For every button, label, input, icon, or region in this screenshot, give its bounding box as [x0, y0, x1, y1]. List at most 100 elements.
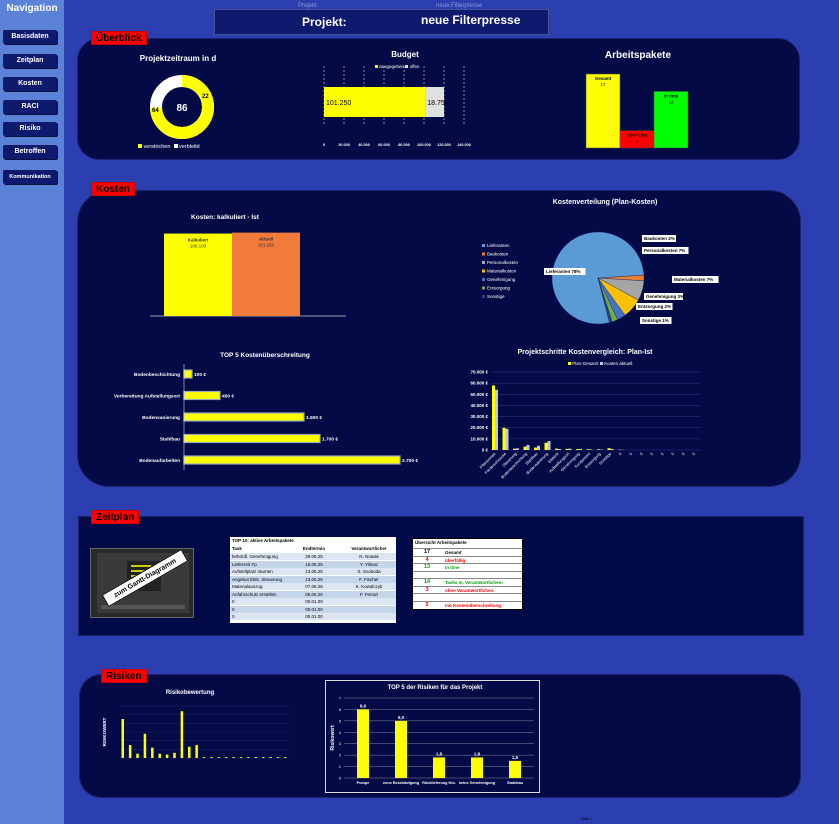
top5k-value-3: 1.700 €: [322, 437, 338, 443]
pie-slice-6: [597, 277, 613, 323]
project-banner: Projekt: neue Filterpresse: [214, 9, 549, 35]
nav-kommunikation-button[interactable]: Kommunikation: [3, 170, 57, 184]
table-cell: 0: [232, 606, 235, 612]
top5r-value-4: 1,5: [512, 755, 519, 760]
top5r-label-3: keine Genehmigung: [459, 781, 496, 785]
risikobewertung-bar-16: [239, 757, 243, 758]
table-row: Lieferzeit Fp 15.06.25 Y. Yilmaz: [230, 560, 396, 568]
vergleich-plan-bar-7: [565, 448, 569, 450]
risikobewertung-bar-21: [276, 757, 280, 758]
risikobewertung-bar-20: [269, 757, 272, 758]
top5k-label-4: Bodenaufarbeiten: [139, 458, 180, 464]
budget-open-bar: [425, 87, 444, 117]
risikobewertung-bar-2: [136, 753, 139, 758]
ap-bar-label-0: Gesamt: [595, 76, 612, 81]
legend-swatch-plan: [568, 362, 571, 365]
top5k-value-1: 450 €: [222, 394, 234, 400]
risikobewertung-bar-5: [158, 753, 161, 758]
gantt-diagram-link[interactable]: zum Gantt-Diagramm: [90, 548, 194, 618]
top5r-label-1: neue Beschädigung: [383, 781, 420, 785]
table-row: 0 00.01.00: [230, 613, 396, 620]
vergleich-ytick: 20.000 €: [470, 425, 488, 430]
vergleich-ytick: 50.000 €: [470, 392, 488, 397]
header-ghost-value: neue Filterpresse: [436, 3, 483, 9]
uebersicht-label: ohne Verantwortlichen: [445, 587, 494, 593]
list-item: [413, 570, 522, 578]
legend-swatch-remaining: [173, 144, 178, 148]
vergleich-ytick: 70.000 €: [470, 370, 488, 375]
pie-label-3: Materialkosten 7%: [674, 277, 713, 282]
top5r-label-4: Stahlbau: [507, 781, 524, 785]
vergleich-category-11: Sonstige: [598, 451, 613, 466]
budget-spent-label: 101.250: [326, 100, 351, 107]
pie-legend-2: Personalkosten: [487, 260, 519, 265]
list-item: 4 überfällig: [413, 555, 522, 563]
donut-legend: verstrichen verbleibt: [138, 144, 200, 150]
risikobewertung-bar-13: [217, 757, 221, 758]
legend-actual: Kosten aktuell: [604, 361, 633, 366]
legend-plan: Plan-Gesamt: [572, 361, 599, 366]
nav-zeitplan-button[interactable]: Zeitplan: [3, 54, 57, 68]
table-cell: F. Ferrari: [360, 591, 378, 597]
verteilung-pie-chart: Lieferanten Baukosten Personalkosten Materi…: [482, 231, 719, 325]
donut-elapsed-label: 64: [152, 108, 159, 114]
budget-spent-bar: [324, 87, 426, 117]
top5k-bar-3: [183, 433, 321, 444]
table-row: Anfahrschutz erstellen 05.06.25 F. Ferrari: [230, 590, 396, 598]
top5r-ytick: 0: [339, 776, 342, 781]
table-cell: Endtermin: [302, 546, 326, 551]
vergleich-ytick: 30.000 €: [470, 414, 488, 419]
nav-raci-button[interactable]: RACI: [3, 100, 57, 114]
table-cell: Materialauszug: [232, 584, 263, 589]
pie-legend-1: Baukosten: [487, 252, 509, 257]
vergleich-actual-bar-6: [558, 448, 561, 450]
table-cell: 07.06.25: [305, 584, 323, 589]
pie-label-box-2: [642, 247, 689, 254]
legend-swatch-open: [405, 65, 409, 68]
ap-bar-label-2: in time: [664, 93, 679, 98]
vergleich-title: Projektschritte Kostenvergleich: Plan-Is…: [517, 349, 653, 356]
nav-kosten-button[interactable]: Kosten: [3, 77, 57, 91]
vergleich-plan-bar-4: [534, 447, 537, 450]
uebersicht-label: Tasks m. Verantwortlichem: [445, 580, 503, 585]
table-row: 0 00.01.00: [230, 605, 396, 613]
top5k-bar-0: [183, 369, 193, 379]
pie-legend-5: Entsorgung: [487, 286, 511, 291]
top5r-ytick: 2: [339, 753, 342, 758]
nav-risiko-button[interactable]: Risiko: [3, 122, 57, 136]
top5-kosten-title: TOP 5 Kostenüberschreitung: [220, 352, 310, 359]
budget-axis-tick: 120.000: [437, 143, 451, 147]
nav-basisdaten-button[interactable]: Basisdaten: [3, 30, 57, 44]
vergleich-actual-bar-8: [579, 448, 582, 450]
uebersicht-label: in time: [445, 565, 460, 570]
kalk-title: Kosten: kalkuliert - Ist: [191, 214, 259, 221]
risikobewertung-bar-1: [128, 745, 132, 758]
top10-title: TOP 10: aktive Arbeitspakete: [232, 538, 294, 543]
vergleich-plan-bar-8: [576, 449, 579, 450]
risikobewertung-bar-18: [254, 757, 258, 758]
table-cell: 15.06.25: [305, 561, 323, 567]
risikobewertung-bar-6: [165, 754, 169, 758]
risikobewertung-bar-3: [143, 733, 147, 758]
risiken-tag: Risiken: [101, 669, 147, 683]
top5k-value-4: 2.700 €: [402, 458, 418, 464]
legend-swatch-elapsed: [138, 144, 142, 148]
legend-elapsed: verstrichen: [143, 144, 171, 150]
budget-open-label: 18.750: [427, 100, 449, 107]
table-cell: Lieferzeit Fp: [232, 561, 257, 567]
uebersicht-count: 5: [425, 601, 429, 608]
uebersicht-title: Übersicht Arbeitspakete: [415, 540, 467, 545]
uebersicht-count: 3: [425, 586, 429, 593]
donut-remaining-label: 22: [202, 94, 209, 100]
table-row: behördl. Genehmigung 29.05.25 N. Nowak: [230, 553, 396, 560]
donut-elapsed-arc: [150, 75, 214, 139]
vergleich-ytick: 40.000 €: [470, 403, 488, 408]
nav-betroffen-button[interactable]: Betroffen: [3, 145, 57, 159]
ap-bar-2: [653, 91, 689, 149]
top5k-bar-1: [183, 390, 221, 401]
pie-label-box-0: [544, 268, 586, 275]
vergleich-category-18: 0: [681, 451, 687, 457]
uebersicht-label: überfällig: [445, 557, 466, 563]
table-row: Materialauszug 07.06.25 K. Kowalczyk: [230, 583, 396, 590]
